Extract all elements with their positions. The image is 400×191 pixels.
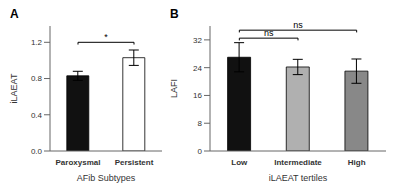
svg-text:0: 0 (198, 147, 203, 156)
svg-text:iLAEAT tertiles: iLAEAT tertiles (269, 173, 328, 183)
svg-text:ns: ns (293, 20, 303, 30)
svg-text:24: 24 (193, 64, 202, 73)
html-text:B: B (170, 7, 179, 21)
svg-text:Persistent: Persistent (115, 158, 154, 167)
svg-text:Intermediate: Intermediate (274, 158, 322, 167)
svg-text:iLAEAT: iLAEAT (9, 73, 19, 103)
svg-text:Low: Low (231, 158, 248, 167)
svg-text:AFib Subtypes: AFib Subtypes (77, 173, 136, 183)
svg-text:High: High (348, 158, 366, 167)
svg-text:8: 8 (198, 119, 203, 128)
svg-text:16: 16 (193, 91, 202, 100)
svg-text:0.8: 0.8 (31, 74, 43, 83)
svg-text:Paroxysmal: Paroxysmal (56, 158, 101, 167)
svg-text:*: * (104, 32, 108, 42)
svg-text:32: 32 (193, 36, 202, 45)
svg-text:1.2: 1.2 (31, 38, 43, 47)
html-text:A: A (10, 7, 19, 21)
svg-text:0.0: 0.0 (31, 147, 43, 156)
svg-text:LAFI: LAFI (169, 79, 179, 98)
svg-text:0.4: 0.4 (31, 111, 43, 120)
svg-text:ns: ns (264, 28, 274, 38)
